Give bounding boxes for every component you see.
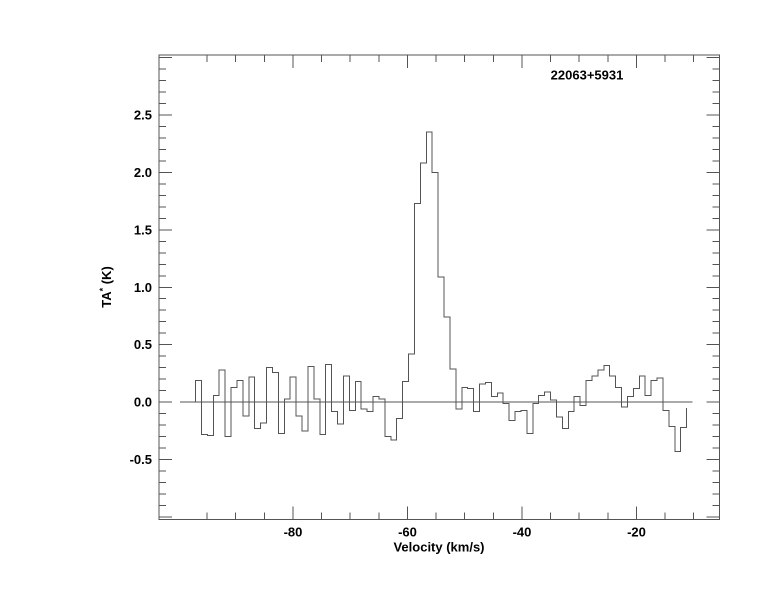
plot-border — [158, 54, 720, 520]
x-tick-label: -20 — [627, 525, 646, 540]
spectrum-trace — [195, 131, 687, 453]
y-axis-title-unit: (K) — [99, 266, 115, 288]
y-axis-title: TA* (K) — [98, 266, 114, 308]
y-axis-title-superscript: * — [97, 287, 108, 292]
y-tick-label: 1.5 — [134, 222, 152, 237]
x-axis-title: Velocity (km/s) — [393, 539, 485, 555]
source-name-label: 22063+5931 — [550, 67, 624, 83]
x-tick-label: -40 — [513, 525, 532, 540]
y-tick-label: 0.0 — [134, 395, 152, 410]
y-ticks — [159, 56, 720, 518]
y-tick-label: 0.5 — [134, 337, 152, 352]
y-tick-label: 1.0 — [134, 280, 152, 295]
y-tick-label: -0.5 — [130, 452, 152, 467]
y-tick-labels: -0.5 0.0 0.5 1.0 1.5 2.0 2.5 — [130, 107, 152, 467]
y-tick-label: 2.0 — [134, 165, 152, 180]
y-tick-label: 2.5 — [134, 107, 152, 122]
x-ticks — [206, 55, 695, 520]
x-tick-labels: -80 -60 -40 -20 — [284, 525, 646, 540]
y-axis-title-main: TA — [99, 291, 115, 308]
x-tick-label: -80 — [284, 525, 303, 540]
x-tick-label: -60 — [398, 525, 417, 540]
